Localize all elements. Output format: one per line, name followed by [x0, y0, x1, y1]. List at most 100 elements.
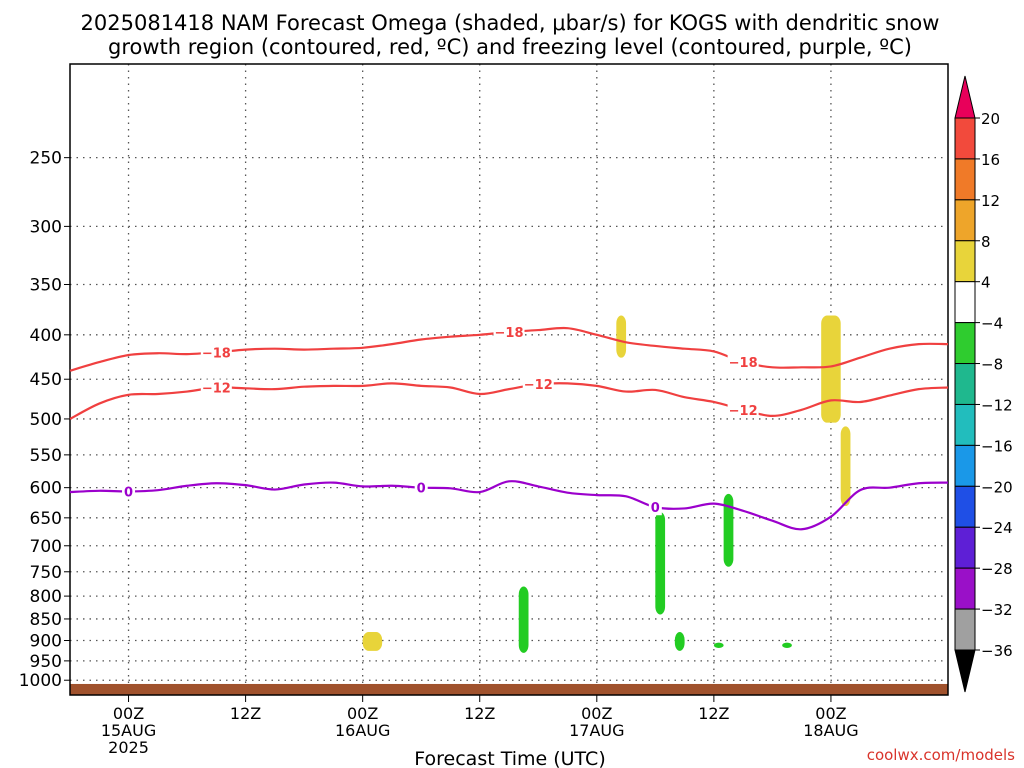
colorbar-swatch	[954, 117, 976, 160]
colorbar-label: −28	[981, 560, 1013, 578]
colorbar-swatch	[954, 403, 976, 446]
omega-region	[782, 642, 792, 648]
y-tick-label: 550	[30, 446, 62, 466]
grid	[70, 64, 948, 695]
contour-label: 0	[651, 501, 660, 516]
x-tick-label: 12Z	[230, 704, 261, 723]
colorbar-label: 4	[981, 274, 991, 292]
colorbar-swatch	[954, 322, 976, 365]
contour-label-bg	[200, 344, 232, 361]
x-axis-label: Forecast Time (UTC)	[414, 748, 605, 768]
y-tick-label: 300	[30, 217, 62, 237]
x-tick-label: 00Z	[815, 704, 846, 723]
y-tick-label: 650	[30, 509, 62, 529]
x-tick-date: 15AUG	[101, 721, 156, 740]
colorbar-swatch	[954, 526, 976, 569]
colorbar-label: 16	[981, 151, 1000, 169]
colorbar-label: −12	[981, 396, 1013, 414]
contour-label: 0	[124, 485, 133, 500]
colorbar-label: −4	[981, 315, 1003, 333]
x-tick-date: 16AUG	[335, 721, 390, 740]
colorbar-swatch	[954, 567, 976, 610]
x-tick-label: 00Z	[113, 704, 144, 723]
plot-area	[70, 64, 948, 695]
colorbar-swatch	[954, 485, 976, 528]
plot-background	[70, 64, 948, 695]
y-tick-label: 900	[30, 632, 62, 652]
colorbar-label: −16	[981, 437, 1013, 455]
colorbar-label: −36	[981, 642, 1013, 660]
omega-region	[723, 493, 734, 567]
omega-region	[655, 511, 666, 615]
colorbar-label: 12	[981, 192, 1000, 210]
chart-title-line1: 2025081418 NAM Forecast Omega (shaded, μ…	[81, 11, 940, 35]
omega-region	[821, 315, 841, 423]
contours: −18 −18 −18 −12 −12 −12 0 0 0	[69, 323, 949, 531]
colorbar-label: −8	[981, 356, 1003, 374]
x-tick-date: 17AUG	[569, 721, 624, 740]
contour-label-bg	[200, 379, 232, 396]
x-tick-label: 00Z	[581, 704, 612, 723]
y-tick-label: 1000	[19, 671, 62, 691]
omega-region	[840, 426, 851, 507]
contour-label-bg	[648, 499, 662, 516]
contour-label: −18	[729, 356, 758, 371]
contour-line	[69, 480, 949, 531]
y-tick-label: 950	[30, 652, 62, 672]
contour-label-bg	[493, 323, 525, 340]
y-tick-label: 450	[30, 370, 62, 390]
y-tick-label: 350	[30, 275, 62, 295]
contour-label: 0	[417, 482, 426, 497]
y-tick-label: 600	[30, 479, 62, 499]
contour-label-bg	[122, 483, 136, 500]
colorbar: 20 16 12 8 4 −4 −8 −12 −16 −20 −24 −28 −32 −36	[954, 75, 1013, 693]
contour-label-bg	[522, 376, 554, 393]
y-tick-label: 800	[30, 587, 62, 607]
contour-label-bg	[727, 354, 759, 371]
omega-shading	[362, 315, 851, 653]
colorbar-label: −24	[981, 519, 1013, 537]
x-tick-label: 12Z	[698, 704, 729, 723]
contour-label: −12	[524, 378, 553, 393]
colorbar-swatch	[954, 281, 976, 324]
y-axis: 2503003504004505005506006507007508008509…	[19, 149, 70, 691]
x-tick-label: 00Z	[347, 704, 378, 723]
omega-region	[674, 632, 685, 651]
omega-region	[713, 642, 724, 648]
omega-region	[518, 586, 529, 653]
y-tick-label: 850	[30, 610, 62, 630]
colorbar-label: 20	[981, 110, 1000, 128]
contour-label: −12	[202, 382, 231, 397]
colorbar-label: −20	[981, 478, 1013, 496]
colorbar-swatch	[954, 608, 976, 651]
x-tick-year: 2025	[108, 738, 149, 757]
y-tick-label: 750	[30, 563, 62, 583]
colorbar-top-arrow	[954, 75, 976, 119]
colorbar-swatch	[954, 199, 976, 242]
colorbar-swatch	[954, 240, 976, 283]
y-tick-label: 700	[30, 537, 62, 557]
x-tick-label: 12Z	[464, 704, 495, 723]
contour-label-bg	[414, 479, 428, 496]
omega-region	[362, 632, 383, 651]
colorbar-swatch	[954, 158, 976, 201]
contour-label: −18	[202, 346, 231, 361]
contour-label: −18	[495, 326, 524, 341]
contour-label: −12	[729, 404, 758, 419]
colorbar-label: 8	[981, 233, 991, 251]
credit-link[interactable]: coolwx.com/models	[867, 746, 1015, 764]
colorbar-swatch	[954, 444, 976, 487]
omega-region	[616, 315, 627, 358]
y-tick-label: 500	[30, 410, 62, 430]
contour-label-bg	[727, 401, 759, 418]
colorbar-bottom-arrow	[954, 649, 976, 693]
ground-fill	[70, 683, 948, 695]
y-tick-label: 400	[30, 326, 62, 346]
colorbar-swatch	[954, 363, 976, 405]
y-tick-label: 250	[30, 149, 62, 169]
chart-title-line2: growth region (contoured, red, ºC) and f…	[108, 35, 912, 59]
x-tick-date: 18AUG	[803, 721, 858, 740]
colorbar-label: −32	[981, 601, 1013, 619]
